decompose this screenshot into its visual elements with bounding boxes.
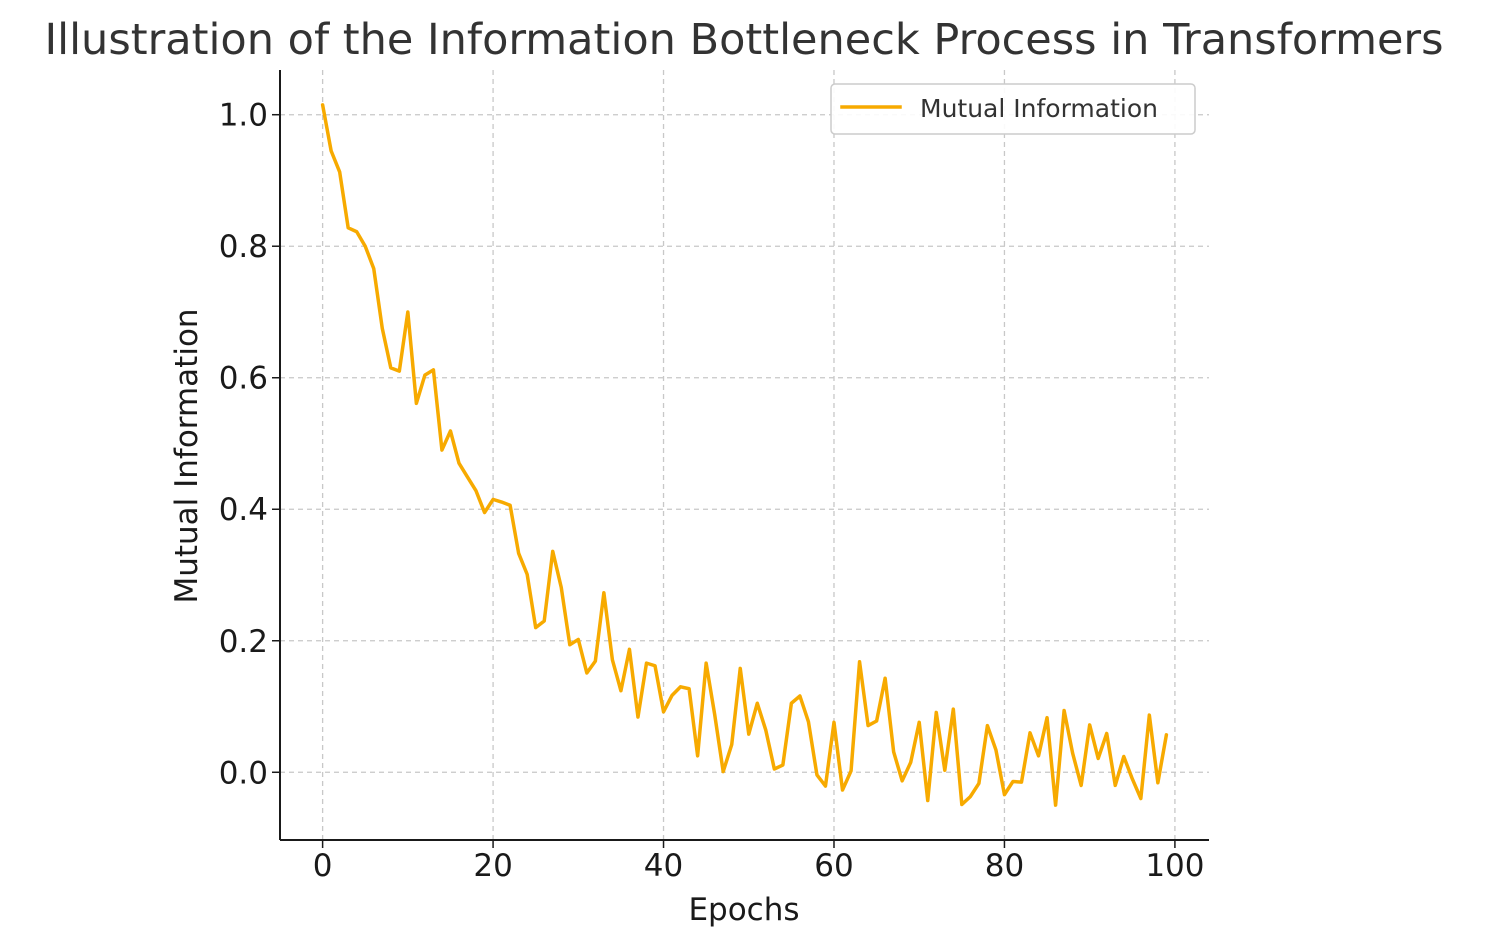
y-tick-label: 0.0: [219, 755, 268, 791]
axes: [279, 70, 1209, 841]
x-tick-label: 80: [985, 848, 1024, 884]
tick-marks: 0 20 40 60 80 100 0.0 0.2 0.4 0.6 0.8 1.0: [219, 98, 1205, 884]
y-tick-label: 0.8: [219, 229, 268, 265]
x-axis-label: Epochs: [688, 892, 799, 928]
legend-box: [830, 83, 1196, 135]
y-tick-label: 0.6: [219, 361, 268, 397]
y-tick-label: 1.0: [219, 98, 268, 134]
legend: Mutual Information: [830, 83, 1196, 135]
legend-label: Mutual Information: [920, 94, 1158, 123]
chart-title: Illustration of the Information Bottlene…: [44, 15, 1443, 65]
x-tick-label: 40: [644, 848, 683, 884]
x-tick-label: 20: [473, 848, 512, 884]
y-tick-label: 0.2: [219, 624, 268, 660]
y-tick-label: 0.4: [219, 492, 268, 528]
x-tick-label: 100: [1145, 848, 1204, 884]
series-line-mutual-information: [320, 103, 1169, 807]
series-layer: [320, 103, 1169, 807]
x-tick-label: 0: [313, 848, 333, 884]
x-tick-label: 60: [814, 848, 853, 884]
y-axis-label: Mutual Information: [169, 308, 205, 603]
